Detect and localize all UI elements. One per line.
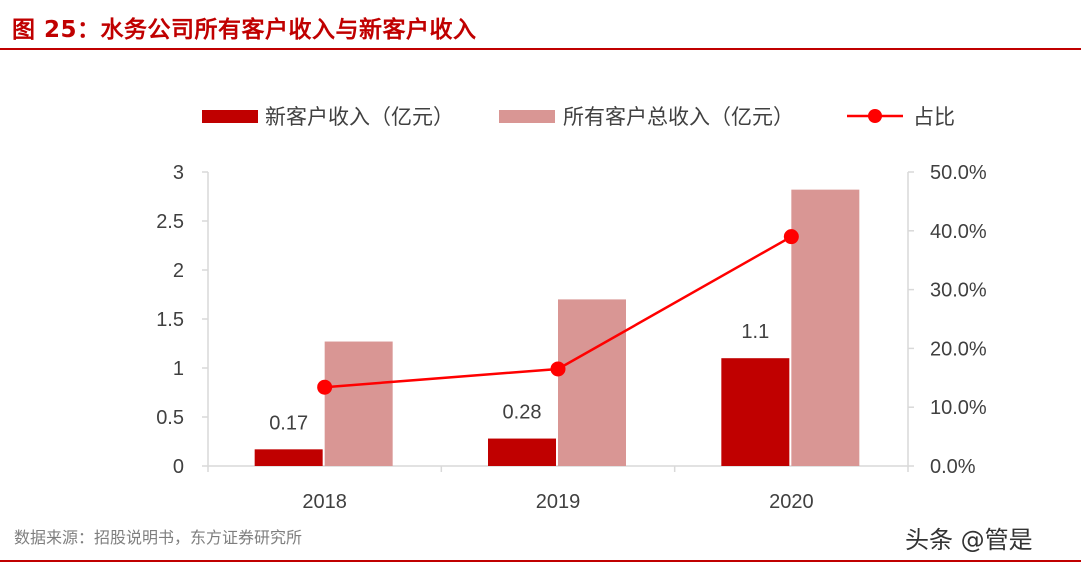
x-tick-label: 2019 — [536, 491, 581, 513]
title-rule — [0, 48, 1081, 50]
bar-total-customer-revenue — [324, 341, 393, 466]
left-tick-label: 0.5 — [156, 407, 184, 429]
x-tick-label: 2020 — [769, 491, 814, 513]
ratio-point — [317, 379, 333, 395]
figure-title: 图 25：水务公司所有客户收入与新客户收入 — [12, 17, 477, 43]
left-tick-label: 1.5 — [156, 309, 184, 331]
bar-new-customer-revenue — [254, 449, 323, 466]
right-tick-label: 0.0% — [930, 456, 976, 478]
bar-total-customer-revenue — [558, 299, 626, 466]
ratio-point — [550, 361, 566, 377]
left-tick-label: 3 — [173, 162, 184, 184]
x-tick-label: 2018 — [302, 491, 347, 513]
chart: 00.511.522.530.0%10.0%20.0%30.0%40.0%50.… — [156, 105, 987, 513]
bottom-rule — [0, 560, 1081, 562]
legend-swatch-total — [499, 110, 555, 123]
right-tick-label: 30.0% — [930, 280, 987, 302]
bar-data-label: 0.17 — [269, 412, 308, 434]
right-tick-label: 50.0% — [930, 162, 987, 184]
source-note: 数据来源：招股说明书，东方证券研究所 — [14, 528, 303, 547]
bar-new-customer-revenue — [488, 438, 556, 466]
right-tick-label: 10.0% — [930, 397, 987, 419]
left-tick-label: 0 — [173, 456, 184, 478]
bar-data-label: 1.1 — [741, 321, 769, 343]
legend-swatch-new — [202, 110, 258, 123]
right-tick-label: 20.0% — [930, 338, 987, 360]
ratio-point — [783, 229, 799, 245]
legend-swatch-ratio-marker — [868, 109, 882, 123]
watermark: 头条 @管是 — [905, 526, 1033, 554]
bar-total-customer-revenue — [791, 189, 860, 466]
legend-label-ratio: 占比 — [913, 105, 955, 129]
right-tick-label: 40.0% — [930, 221, 987, 243]
bar-data-label: 0.28 — [503, 402, 542, 424]
left-tick-label: 1 — [173, 358, 184, 380]
legend-label-total: 所有客户总收入（亿元） — [563, 105, 794, 129]
legend-label-new: 新客户收入（亿元） — [265, 105, 454, 129]
left-tick-label: 2 — [173, 260, 184, 282]
bar-new-customer-revenue — [721, 358, 790, 466]
left-tick-label: 2.5 — [156, 211, 184, 233]
